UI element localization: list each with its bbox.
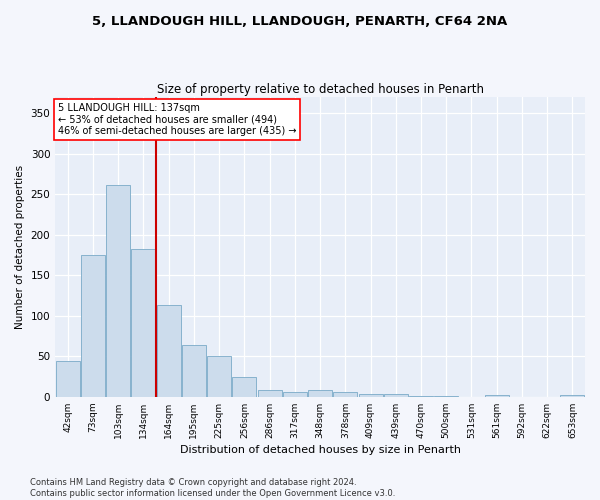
Bar xyxy=(106,184,130,397)
Bar xyxy=(81,255,105,397)
Bar xyxy=(359,394,383,397)
Bar xyxy=(182,345,206,397)
Title: Size of property relative to detached houses in Penarth: Size of property relative to detached ho… xyxy=(157,83,484,96)
Bar xyxy=(207,356,231,397)
X-axis label: Distribution of detached houses by size in Penarth: Distribution of detached houses by size … xyxy=(179,445,461,455)
Text: Contains HM Land Registry data © Crown copyright and database right 2024.
Contai: Contains HM Land Registry data © Crown c… xyxy=(30,478,395,498)
Bar xyxy=(384,394,408,397)
Bar xyxy=(157,306,181,397)
Bar xyxy=(409,396,433,397)
Bar xyxy=(283,392,307,397)
Y-axis label: Number of detached properties: Number of detached properties xyxy=(15,165,25,329)
Bar xyxy=(334,392,357,397)
Bar xyxy=(485,395,509,397)
Text: 5 LLANDOUGH HILL: 137sqm
← 53% of detached houses are smaller (494)
46% of semi-: 5 LLANDOUGH HILL: 137sqm ← 53% of detach… xyxy=(58,103,296,136)
Bar xyxy=(232,376,256,397)
Bar xyxy=(56,361,80,397)
Bar xyxy=(434,396,458,397)
Bar xyxy=(308,390,332,397)
Bar xyxy=(560,395,584,397)
Bar xyxy=(257,390,281,397)
Bar xyxy=(131,248,155,397)
Text: 5, LLANDOUGH HILL, LLANDOUGH, PENARTH, CF64 2NA: 5, LLANDOUGH HILL, LLANDOUGH, PENARTH, C… xyxy=(92,15,508,28)
